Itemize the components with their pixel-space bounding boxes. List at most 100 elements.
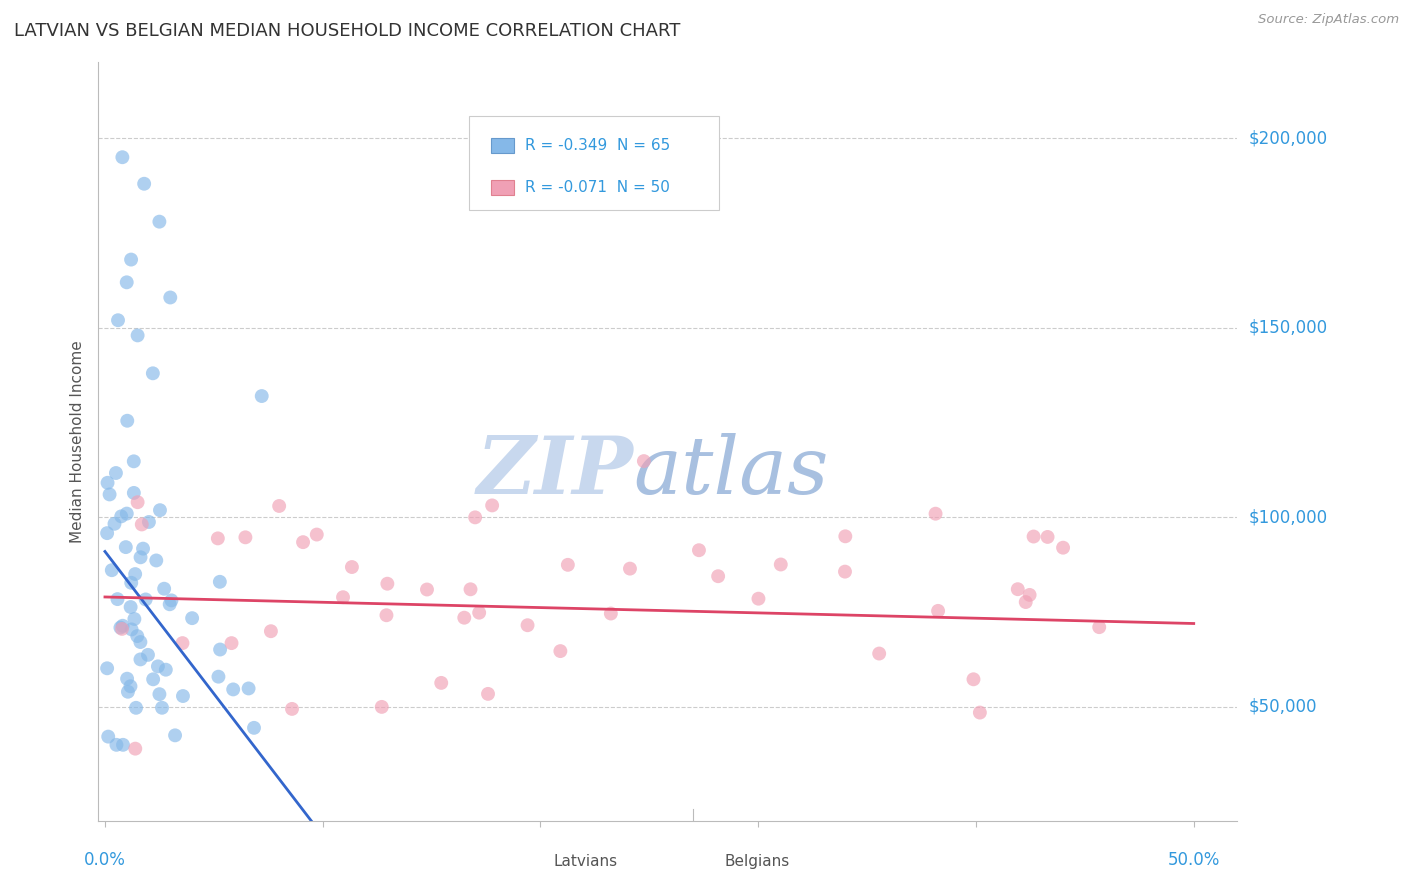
Point [207, 532, 229, 546]
Text: 50.0%: 50.0% [1167, 851, 1220, 869]
Point [115, 275, 138, 289]
Point [222, 682, 245, 697]
Point [868, 647, 890, 661]
Point [464, 510, 486, 524]
FancyBboxPatch shape [520, 854, 546, 870]
Point [150, 700, 173, 714]
Point [122, 486, 145, 500]
Y-axis label: Median Household Income: Median Household Income [70, 340, 86, 543]
Point [117, 684, 139, 698]
Point [292, 535, 315, 549]
Point [125, 701, 148, 715]
Point [599, 607, 621, 621]
Point [172, 689, 194, 703]
Point [375, 608, 398, 623]
Point [924, 507, 946, 521]
Point [115, 507, 138, 521]
Point [460, 582, 482, 597]
Point [516, 618, 538, 632]
Text: Belgians: Belgians [725, 854, 790, 869]
Text: $100,000: $100,000 [1249, 508, 1327, 526]
Point [110, 621, 132, 635]
Text: Latvians: Latvians [554, 854, 619, 869]
Text: R = -0.071  N = 50: R = -0.071 N = 50 [526, 180, 671, 194]
Point [134, 177, 156, 191]
Point [146, 659, 169, 673]
Text: Source: ZipAtlas.com: Source: ZipAtlas.com [1258, 13, 1399, 27]
Point [148, 687, 170, 701]
Point [145, 553, 167, 567]
Point [104, 466, 127, 480]
Point [136, 648, 159, 662]
Text: R = -0.349  N = 65: R = -0.349 N = 65 [526, 138, 671, 153]
Point [165, 728, 187, 742]
Point [120, 679, 142, 693]
Point [834, 529, 856, 543]
Point [142, 673, 165, 687]
Point [550, 644, 572, 658]
Point [243, 721, 266, 735]
Text: $50,000: $50,000 [1249, 698, 1317, 716]
FancyBboxPatch shape [491, 138, 515, 153]
Point [127, 328, 149, 343]
Point [221, 636, 243, 650]
Point [129, 652, 152, 666]
Point [129, 635, 152, 649]
Point [340, 560, 363, 574]
Point [269, 499, 291, 513]
Point [107, 592, 129, 607]
Point [127, 629, 149, 643]
Text: 0.0%: 0.0% [84, 851, 127, 869]
Point [619, 561, 641, 575]
Point [332, 591, 354, 605]
Point [117, 414, 139, 428]
Point [1088, 620, 1111, 634]
Point [159, 291, 181, 305]
Point [124, 612, 146, 626]
Point [131, 517, 153, 532]
Point [101, 563, 124, 577]
Point [477, 687, 499, 701]
Point [96, 526, 118, 541]
Point [110, 509, 132, 524]
Point [1007, 582, 1029, 597]
Point [430, 676, 453, 690]
Point [181, 611, 204, 625]
Point [1036, 530, 1059, 544]
Text: LATVIAN VS BELGIAN MEDIAN HOUSEHOLD INCOME CORRELATION CHART: LATVIAN VS BELGIAN MEDIAN HOUSEHOLD INCO… [14, 22, 681, 40]
Text: $150,000: $150,000 [1249, 318, 1327, 337]
Point [153, 582, 176, 596]
Point [120, 600, 142, 615]
Point [747, 591, 769, 606]
Point [371, 699, 394, 714]
Point [132, 541, 155, 556]
Point [129, 550, 152, 565]
Point [260, 624, 283, 639]
Point [209, 642, 232, 657]
Point [481, 499, 503, 513]
Text: atlas: atlas [634, 434, 830, 510]
Point [111, 619, 134, 633]
FancyBboxPatch shape [690, 854, 716, 870]
Point [111, 150, 134, 164]
Point [160, 593, 183, 607]
Point [115, 672, 138, 686]
Point [105, 738, 128, 752]
Point [969, 706, 991, 720]
Point [235, 530, 257, 544]
Point [107, 313, 129, 327]
Point [633, 454, 655, 468]
Point [103, 516, 125, 531]
Point [97, 730, 120, 744]
FancyBboxPatch shape [468, 115, 718, 211]
Point [120, 252, 142, 267]
Point [927, 604, 949, 618]
Point [834, 565, 856, 579]
Point [159, 597, 181, 611]
Point [114, 540, 136, 554]
Point [208, 574, 231, 589]
Text: ZIP: ZIP [477, 434, 634, 510]
Point [120, 575, 142, 590]
Text: $200,000: $200,000 [1249, 129, 1327, 147]
Point [1022, 529, 1045, 543]
